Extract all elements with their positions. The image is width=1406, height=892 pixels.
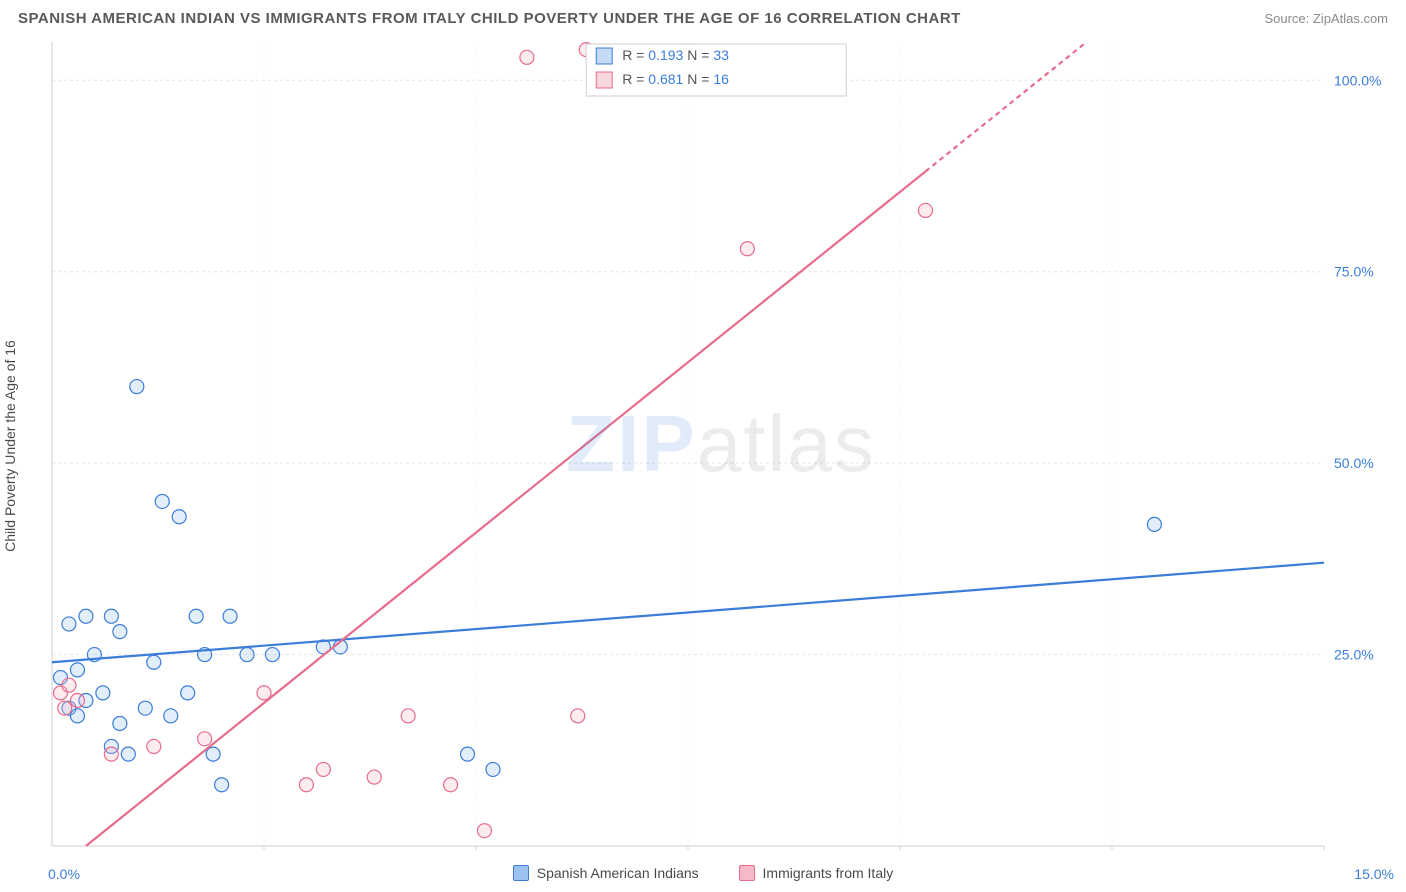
svg-text:25.0%: 25.0% (1334, 647, 1374, 663)
legend-label-series-b: Immigrants from Italy (763, 865, 894, 881)
y-axis-label: Child Poverty Under the Age of 16 (2, 340, 18, 552)
scatter-chart-svg: 25.0% 50.0% 75.0% 100.0% R = 0.193 N = 33 R =… (48, 38, 1394, 850)
chart-title: SPANISH AMERICAN INDIAN VS IMMIGRANTS FR… (18, 10, 961, 27)
source-attribution: Source: ZipAtlas.com (1264, 11, 1388, 26)
legend-swatch-series-a (513, 865, 529, 881)
svg-text:R = 0.681 N = 16: R = 0.681 N = 16 (622, 71, 729, 87)
svg-text:R = 0.193 N = 33: R = 0.193 N = 33 (622, 47, 729, 63)
chart-area: 25.0% 50.0% 75.0% 100.0% R = 0.193 N = 33 R =… (48, 38, 1394, 850)
legend-label-series-a: Spanish American Indians (537, 865, 699, 881)
svg-text:75.0%: 75.0% (1334, 264, 1374, 280)
legend-item-series-a: Spanish American Indians (513, 865, 699, 881)
chart-header: SPANISH AMERICAN INDIAN VS IMMIGRANTS FR… (0, 0, 1406, 33)
legend-item-series-b: Immigrants from Italy (739, 865, 894, 881)
svg-text:100.0%: 100.0% (1334, 72, 1381, 88)
svg-text:50.0%: 50.0% (1334, 455, 1374, 471)
legend-swatch-series-b (739, 865, 755, 881)
bottom-legend: Spanish American Indians Immigrants from… (0, 865, 1406, 884)
